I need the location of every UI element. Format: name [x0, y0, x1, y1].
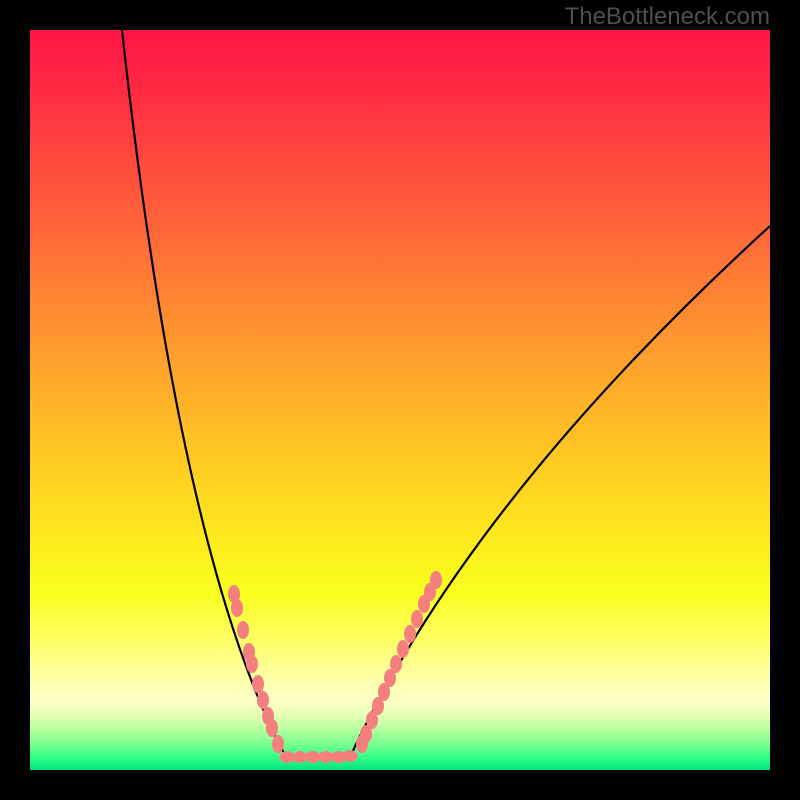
- plot-area: [30, 30, 770, 770]
- marker-right-branch: [390, 655, 402, 673]
- curve-right: [350, 226, 770, 757]
- marker-right-branch: [411, 610, 423, 628]
- marker-right-branch: [397, 640, 409, 658]
- marker-left-branch: [252, 675, 264, 693]
- marker-right-branch: [430, 571, 442, 589]
- marker-left-branch: [237, 621, 249, 639]
- marker-bottom: [342, 750, 357, 762]
- marker-left-branch: [266, 719, 278, 737]
- marker-left-branch: [257, 691, 269, 709]
- marker-right-branch: [404, 625, 416, 643]
- chart-overlay: [30, 30, 770, 770]
- chart-frame: [30, 30, 770, 770]
- marker-left-branch: [231, 599, 243, 617]
- curve-left: [122, 30, 286, 757]
- marker-left-branch: [246, 655, 258, 673]
- marker-left-branch: [272, 735, 284, 753]
- watermark-text: TheBottleneck.com: [565, 3, 770, 31]
